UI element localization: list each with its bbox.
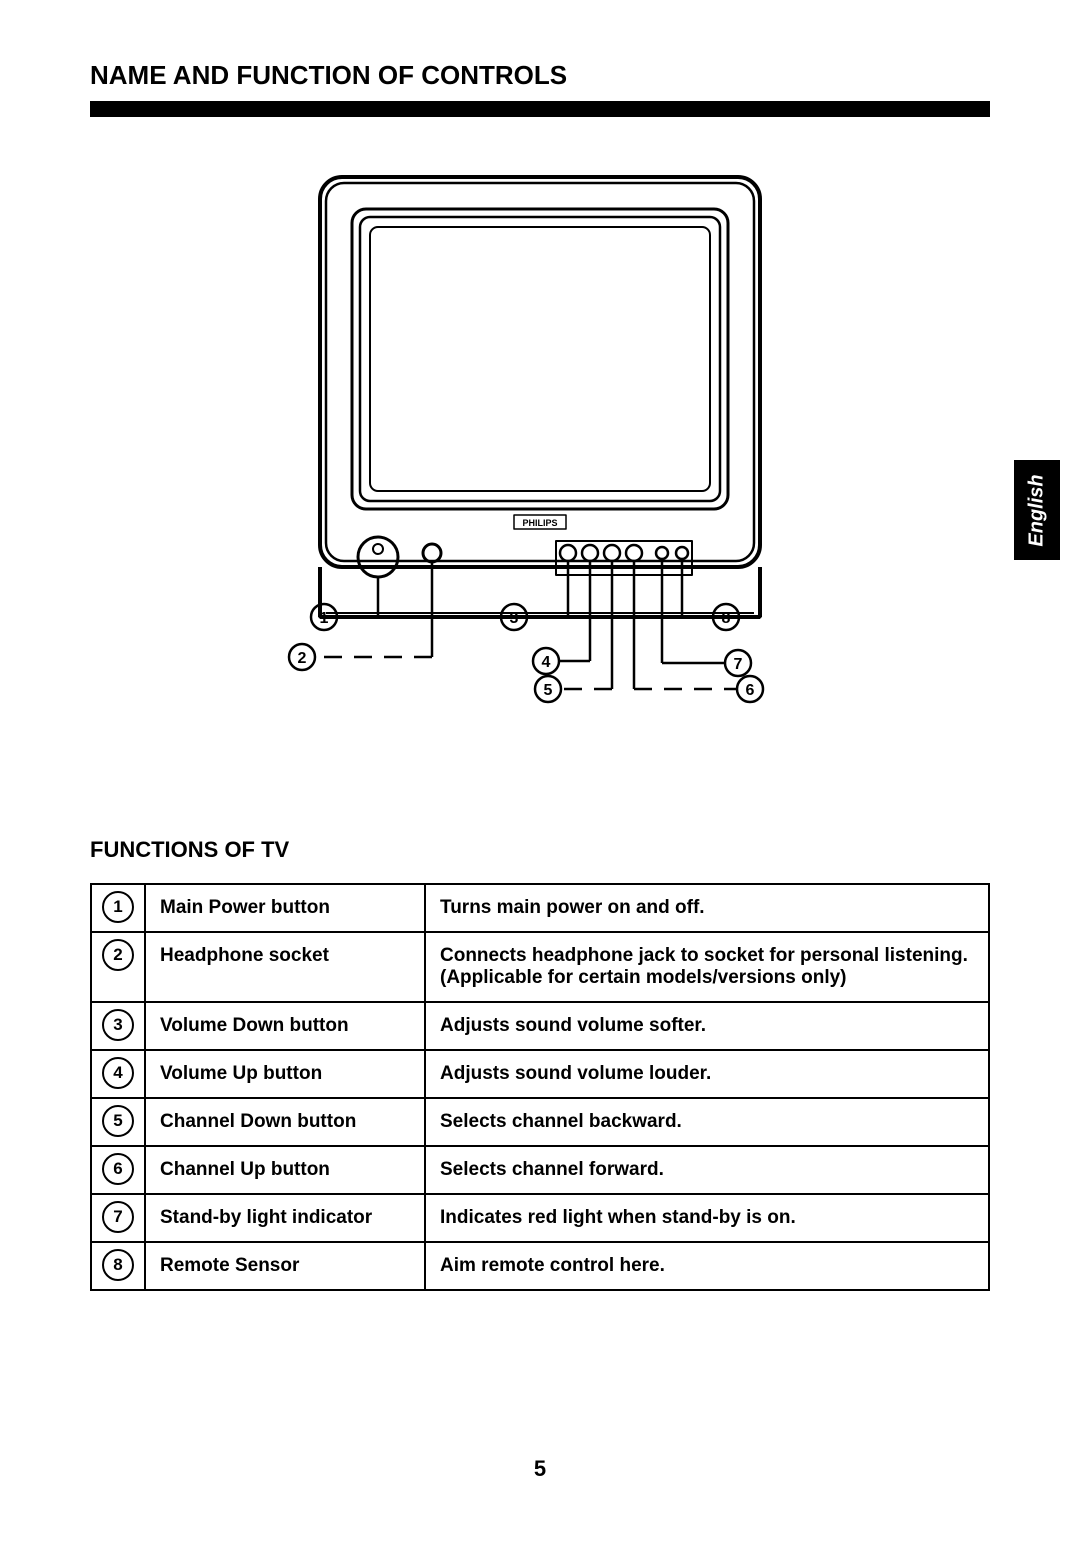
row-number-cell: 5 <box>91 1098 145 1146</box>
circled-number-icon: 8 <box>102 1249 134 1281</box>
control-name: Stand-by light indicator <box>145 1194 425 1242</box>
svg-text:4: 4 <box>542 654 551 671</box>
circled-number-icon: 6 <box>102 1153 134 1185</box>
circled-number-icon: 3 <box>102 1009 134 1041</box>
row-number-cell: 7 <box>91 1194 145 1242</box>
row-number-cell: 1 <box>91 884 145 932</box>
control-description: Adjusts sound volume louder. <box>425 1050 989 1098</box>
circled-number-icon: 1 <box>102 891 134 923</box>
control-description: Selects channel backward. <box>425 1098 989 1146</box>
row-number-cell: 3 <box>91 1002 145 1050</box>
svg-text:2: 2 <box>298 650 307 667</box>
language-tab: English <box>1014 460 1060 560</box>
title-rule <box>90 101 990 117</box>
control-description: Adjusts sound volume softer. <box>425 1002 989 1050</box>
control-description: Aim remote control here. <box>425 1242 989 1290</box>
control-name: Main Power button <box>145 884 425 932</box>
svg-text:3: 3 <box>510 610 519 627</box>
table-row: 4 Volume Up buttonAdjusts sound volume lo… <box>91 1050 989 1098</box>
tv-diagram-svg: PHILIPS <box>260 157 820 777</box>
tv-diagram: PHILIPS <box>90 157 990 777</box>
table-row: 2 Headphone socketConnects headphone jack… <box>91 932 989 1002</box>
svg-text:1: 1 <box>320 610 329 627</box>
table-row: 6 Channel Up buttonSelects channel forwar… <box>91 1146 989 1194</box>
brand-label: PHILIPS <box>522 518 557 528</box>
circled-number-icon: 4 <box>102 1057 134 1089</box>
control-description: Turns main power on and off. <box>425 884 989 932</box>
control-name: Volume Up button <box>145 1050 425 1098</box>
functions-subheading: FUNCTIONS OF TV <box>90 837 990 863</box>
control-name: Channel Up button <box>145 1146 425 1194</box>
svg-text:7: 7 <box>734 656 743 673</box>
page-number: 5 <box>0 1456 1080 1482</box>
control-name: Channel Down button <box>145 1098 425 1146</box>
row-number-cell: 4 <box>91 1050 145 1098</box>
table-row: 1 Main Power buttonTurns main power on an… <box>91 884 989 932</box>
svg-text:6: 6 <box>746 682 755 699</box>
circled-number-icon: 2 <box>102 939 134 971</box>
control-description: Indicates red light when stand-by is on. <box>425 1194 989 1242</box>
row-number-cell: 2 <box>91 932 145 1002</box>
control-name: Remote Sensor <box>145 1242 425 1290</box>
table-row: 7 Stand-by light indicatorIndicates red l… <box>91 1194 989 1242</box>
control-description: Connects headphone jack to socket for pe… <box>425 932 989 1002</box>
circled-number-icon: 7 <box>102 1201 134 1233</box>
row-number-cell: 8 <box>91 1242 145 1290</box>
circled-number-icon: 5 <box>102 1105 134 1137</box>
row-number-cell: 6 <box>91 1146 145 1194</box>
table-row: 3 Volume Down buttonAdjusts sound volume … <box>91 1002 989 1050</box>
language-tab-label: English <box>1026 474 1049 546</box>
control-description: Selects channel forward. <box>425 1146 989 1194</box>
svg-text:8: 8 <box>722 610 731 627</box>
functions-table: 1 Main Power buttonTurns main power on an… <box>90 883 990 1291</box>
table-row: 8 Remote SensorAim remote control here. <box>91 1242 989 1290</box>
control-name: Volume Down button <box>145 1002 425 1050</box>
svg-text:5: 5 <box>544 682 553 699</box>
page-title: NAME AND FUNCTION OF CONTROLS <box>90 60 990 91</box>
control-name: Headphone socket <box>145 932 425 1002</box>
table-row: 5 Channel Down buttonSelects channel back… <box>91 1098 989 1146</box>
